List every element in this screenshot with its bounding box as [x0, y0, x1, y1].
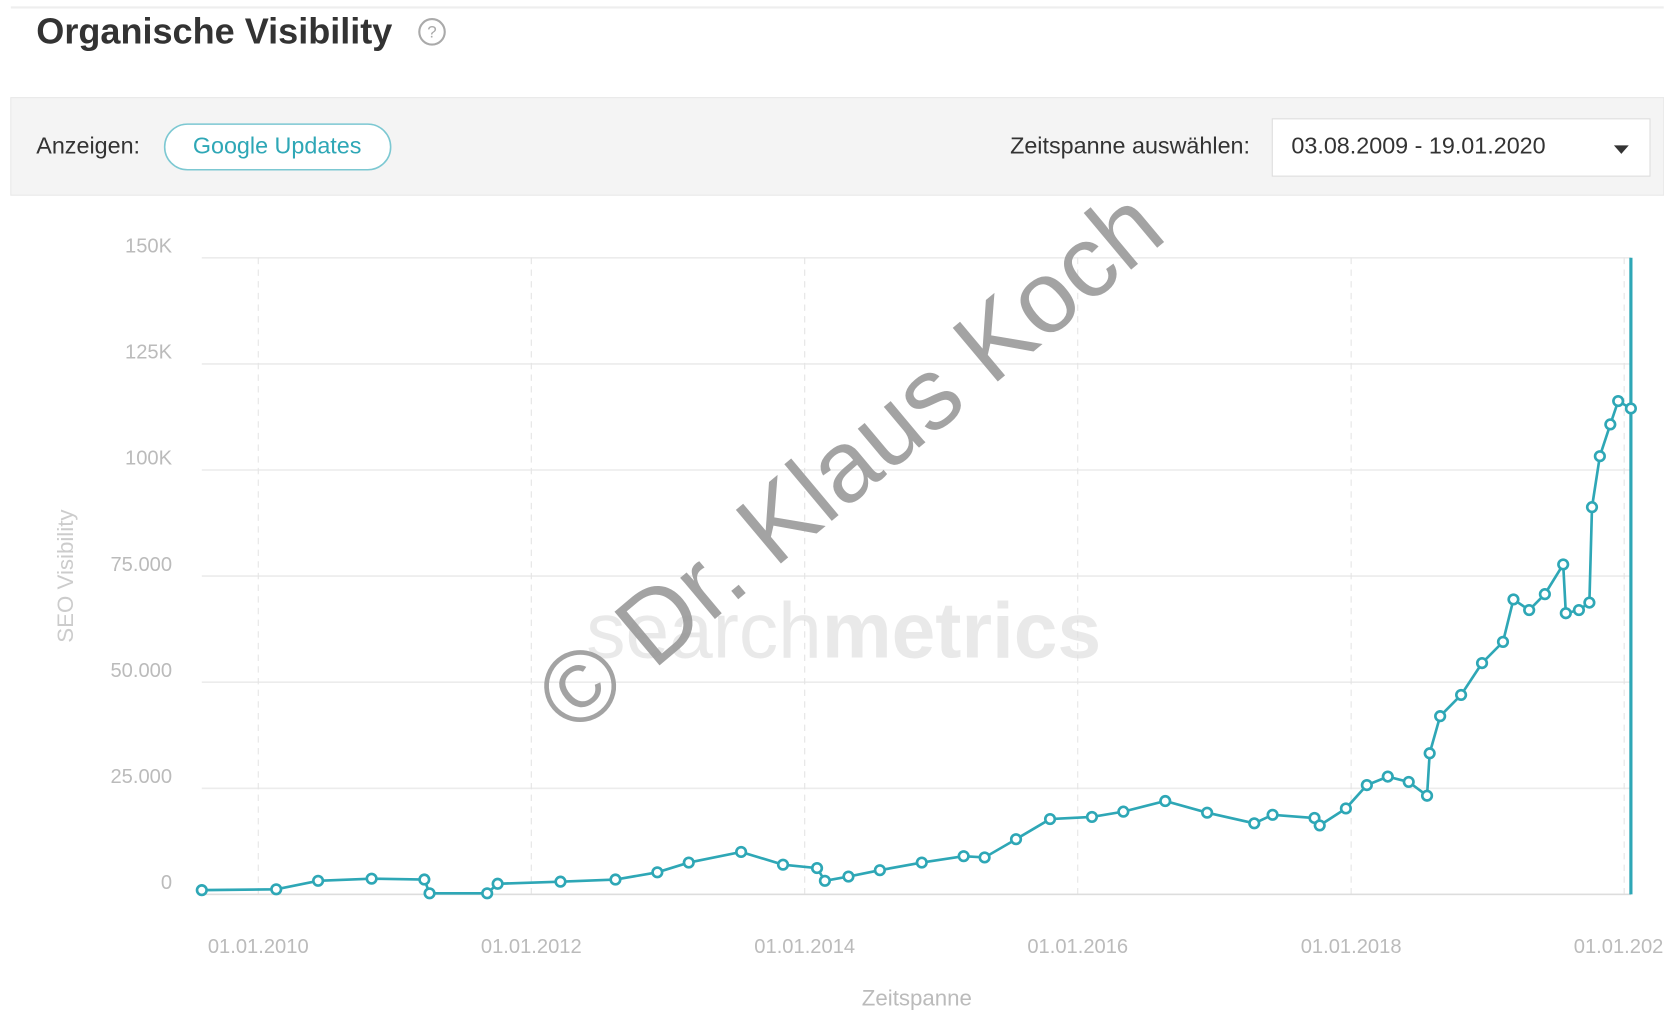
point: [1381, 770, 1394, 783]
point: [1009, 833, 1023, 846]
point: [1612, 394, 1625, 408]
point: [1475, 656, 1489, 670]
point: [873, 864, 886, 877]
point: [682, 856, 695, 869]
point: [1593, 450, 1606, 463]
point: [270, 883, 283, 896]
point: [1624, 402, 1637, 415]
help-icon-glyph: ?: [427, 22, 436, 41]
y-tick-label: 75.000: [110, 554, 172, 576]
help-icon[interactable]: [418, 18, 446, 46]
point: [1559, 607, 1572, 620]
point: [312, 874, 325, 887]
point: [776, 858, 790, 871]
point: [1572, 603, 1586, 617]
point: [915, 856, 928, 869]
dropdown-arrow: [1613, 145, 1629, 154]
point: [978, 851, 991, 864]
point: [418, 873, 431, 886]
point: [1583, 596, 1596, 609]
point: [1201, 806, 1214, 819]
point: [195, 884, 208, 897]
point: [423, 887, 436, 900]
x-tick-label: 01.01.2014: [754, 936, 855, 958]
x-tick-label: 01.01.2020: [1574, 936, 1664, 958]
x-tick-label: 01.01.2010: [208, 936, 309, 958]
y-tick-label: 150K: [125, 236, 173, 258]
point: [1043, 812, 1057, 826]
point: [1585, 501, 1599, 514]
point: [957, 850, 970, 863]
logo-light: search: [586, 586, 822, 674]
point: [1085, 810, 1099, 824]
panel-edge: [10, 6, 1664, 9]
point: [1360, 779, 1373, 792]
range-label: Zeitspanne auswählen:: [1010, 133, 1250, 159]
x-tick-label: 01.01.2016: [1027, 936, 1128, 958]
logo-bold: metrics: [822, 586, 1101, 674]
y-tick-label: 100K: [125, 448, 173, 470]
point: [1538, 588, 1551, 601]
point: [1496, 635, 1510, 648]
point: [818, 874, 832, 887]
point: [1523, 603, 1536, 617]
point: [1420, 789, 1434, 802]
point: [1248, 817, 1261, 830]
google-updates-label: Google Updates: [193, 133, 362, 159]
google-updates-button[interactable]: [163, 123, 392, 171]
range-select[interactable]: [1271, 118, 1651, 177]
y-axis-label: SEO Visibility: [53, 509, 78, 643]
y-tick-label: 0: [161, 872, 172, 894]
point: [1117, 805, 1130, 818]
x-axis-label: Zeitspanne: [862, 985, 972, 1010]
panel-title: Organische Visibility: [36, 10, 392, 51]
point: [365, 872, 378, 885]
y-tick-label: 125K: [125, 342, 173, 364]
point: [842, 870, 855, 883]
point: [1434, 710, 1447, 723]
plot: 0 25.000 50.000 75.000 100K 125K 150K 01.01.201…: [53, 236, 1664, 1011]
x-tick-label: 01.01.2012: [481, 936, 582, 958]
y-tick-label: 25.000: [110, 766, 172, 788]
logo: searchmetrics: [586, 586, 1101, 674]
x-tick-label: 01.01.2018: [1301, 936, 1402, 958]
point: [1339, 802, 1352, 815]
point: [1604, 418, 1617, 431]
point: [651, 866, 664, 879]
point: [554, 875, 567, 888]
point: [1313, 819, 1326, 832]
point: [1557, 558, 1570, 571]
point: [735, 845, 748, 859]
point: [481, 887, 494, 900]
point: [1454, 688, 1468, 702]
point: [609, 873, 622, 886]
y-tick-label: 50.000: [110, 660, 172, 682]
range-value: 03.08.2009 - 19.01.2020: [1291, 133, 1545, 159]
point: [491, 877, 504, 890]
point: [1159, 794, 1172, 808]
point: [1402, 775, 1415, 789]
point: [1266, 808, 1279, 821]
point: [1507, 593, 1520, 606]
show-label: Anzeigen:: [36, 133, 140, 159]
point: [810, 861, 824, 875]
point: [1423, 747, 1436, 760]
